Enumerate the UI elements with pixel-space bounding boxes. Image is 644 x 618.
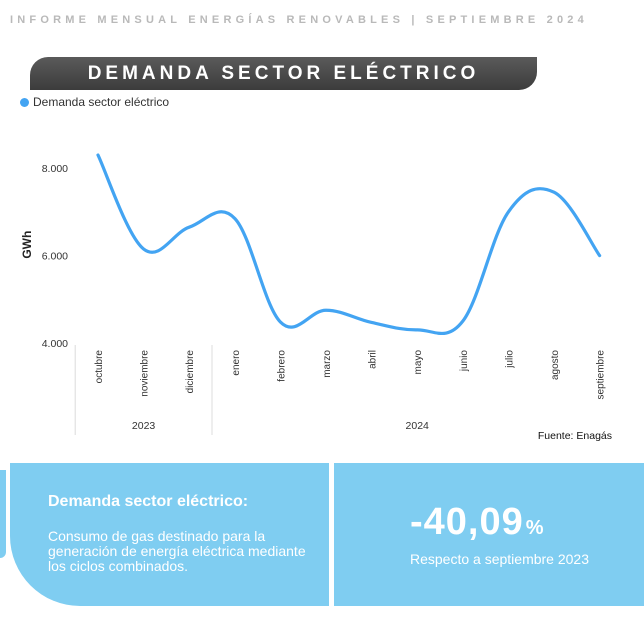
x-tick-label: septiembre bbox=[596, 350, 607, 400]
left-edge-accent bbox=[0, 470, 6, 558]
x-tick-label: marzo bbox=[322, 350, 333, 378]
change-value: -40,09 bbox=[410, 501, 524, 543]
legend-marker bbox=[20, 97, 29, 107]
summary-description: Consumo de gas destinado para la generac… bbox=[48, 528, 306, 574]
series-line bbox=[96, 153, 602, 335]
line-chart: 4.000 6.000 8.000 GWh octubre noviembre diciem… bbox=[20, 153, 607, 435]
x-tick-label: abril bbox=[368, 350, 379, 369]
section-banner: DEMANDA SECTOR ELÉCTRICO bbox=[30, 57, 537, 90]
series-layer bbox=[96, 153, 602, 335]
year-label: 2024 bbox=[406, 420, 430, 432]
report-header: INFORME MENSUAL ENERGÍAS RENOVABLES | SE… bbox=[10, 14, 588, 26]
x-tick-label: junio bbox=[459, 350, 470, 373]
x-tick-label: octubre bbox=[94, 350, 105, 384]
year-label: 2023 bbox=[132, 420, 156, 432]
y-tick-label: 4.000 bbox=[42, 338, 68, 350]
y-tick-label: 8.000 bbox=[42, 163, 68, 175]
change-card: -40,09% Respecto a septiembre 2023 bbox=[334, 463, 644, 606]
x-tick-label: agosto bbox=[550, 350, 561, 380]
x-tick-label: enero bbox=[231, 350, 242, 376]
x-tick-label: noviembre bbox=[140, 350, 151, 397]
change-unit: % bbox=[525, 517, 545, 539]
chart-source: Fuente: Enagás bbox=[537, 430, 612, 442]
change-value-block: -40,09% bbox=[410, 501, 545, 544]
summary-card: Demanda sector eléctrico: Consumo de gas… bbox=[10, 463, 329, 606]
x-tick-label: julio bbox=[504, 350, 515, 369]
x-tick-label: diciembre bbox=[185, 350, 196, 394]
axis-layer: 4.000 6.000 8.000 GWh octubre noviembre diciem… bbox=[20, 163, 607, 435]
y-tick-label: 6.000 bbox=[42, 251, 68, 263]
x-tick-label: febrero bbox=[276, 350, 287, 382]
change-note: Respecto a septiembre 2023 bbox=[410, 551, 589, 567]
section-title: DEMANDA SECTOR ELÉCTRICO bbox=[87, 63, 480, 84]
y-axis-label: GWh bbox=[20, 231, 34, 259]
summary-title: Demanda sector eléctrico: bbox=[48, 493, 249, 510]
legend-label: Demanda sector eléctrico bbox=[33, 95, 170, 109]
chart-legend: Demanda sector eléctrico bbox=[20, 95, 169, 109]
x-tick-label: mayo bbox=[413, 350, 424, 375]
